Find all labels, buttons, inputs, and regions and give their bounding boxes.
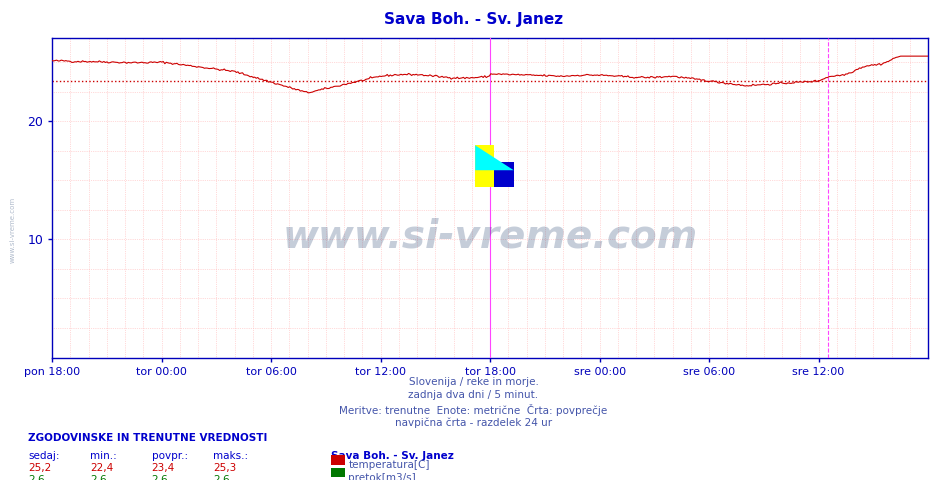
Text: zadnja dva dni / 5 minut.: zadnja dva dni / 5 minut. [408, 390, 539, 400]
Text: sedaj:: sedaj: [28, 451, 60, 461]
Text: Meritve: trenutne  Enote: metrične  Črta: povprečje: Meritve: trenutne Enote: metrične Črta: … [339, 404, 608, 416]
Text: 25,2: 25,2 [28, 463, 52, 473]
Text: 2,6: 2,6 [90, 475, 107, 480]
Text: 2,6: 2,6 [213, 475, 230, 480]
Text: 23,4: 23,4 [152, 463, 175, 473]
Text: Sava Boh. - Sv. Janez: Sava Boh. - Sv. Janez [384, 12, 563, 27]
Text: temperatura[C]: temperatura[C] [348, 460, 430, 470]
Text: Slovenija / reke in morje.: Slovenija / reke in morje. [408, 377, 539, 387]
Text: navpična črta - razdelek 24 ur: navpična črta - razdelek 24 ur [395, 417, 552, 428]
Text: Sava Boh. - Sv. Janez: Sava Boh. - Sv. Janez [331, 451, 455, 461]
Text: min.:: min.: [90, 451, 116, 461]
Text: 2,6: 2,6 [152, 475, 169, 480]
Text: ZGODOVINSKE IN TRENUTNE VREDNOSTI: ZGODOVINSKE IN TRENUTNE VREDNOSTI [28, 433, 268, 443]
Text: 25,3: 25,3 [213, 463, 237, 473]
Text: pretok[m3/s]: pretok[m3/s] [348, 473, 417, 480]
Text: www.si-vreme.com: www.si-vreme.com [9, 197, 15, 264]
Bar [475, 145, 494, 187]
Polygon shape [475, 145, 513, 170]
Text: www.si-vreme.com: www.si-vreme.com [282, 217, 698, 255]
Bar [494, 162, 513, 187]
Text: 22,4: 22,4 [90, 463, 114, 473]
Text: povpr.:: povpr.: [152, 451, 188, 461]
Text: 2,6: 2,6 [28, 475, 45, 480]
Text: maks.:: maks.: [213, 451, 248, 461]
